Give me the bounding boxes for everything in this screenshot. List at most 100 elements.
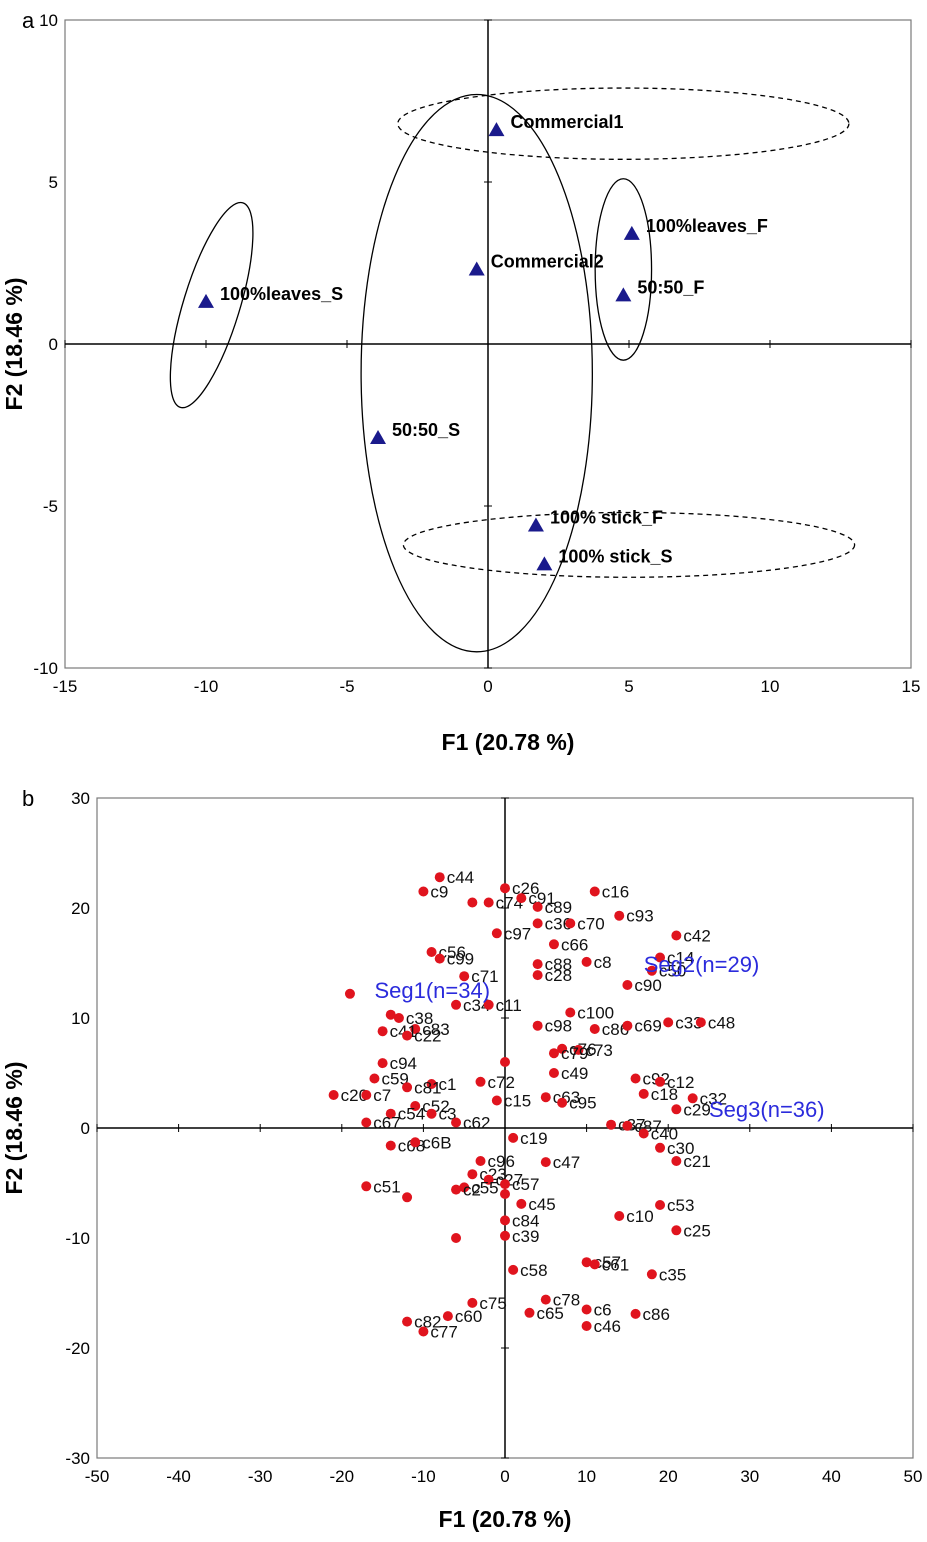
point-marker: [615, 287, 632, 302]
point-marker: [402, 1316, 413, 1327]
point-label: c84: [512, 1211, 539, 1230]
point-label: c38: [406, 1009, 433, 1028]
point-label: 50:50_S: [392, 420, 460, 440]
point-marker: [500, 1215, 510, 1226]
point-label: c83: [422, 1020, 449, 1039]
point-marker: [491, 1095, 502, 1106]
point-marker: [361, 1181, 372, 1192]
point-marker: [410, 1137, 421, 1148]
point-label: c19: [520, 1129, 547, 1148]
point-label: c57: [594, 1253, 621, 1272]
point-marker: [671, 1156, 682, 1166]
point-label: c14: [667, 949, 694, 968]
x-axis-title: F1 (20.78 %): [439, 1506, 572, 1532]
point-marker: [434, 872, 445, 883]
y-tick-label: 5: [49, 173, 58, 192]
point-marker: [581, 1304, 592, 1315]
point-label: c94: [390, 1054, 417, 1073]
point-marker: [483, 1174, 494, 1185]
y-tick-label: 30: [71, 789, 90, 808]
point-label: c88: [545, 955, 572, 974]
point-marker: [442, 1311, 453, 1322]
point-marker: [646, 1269, 657, 1280]
point-marker: [500, 1189, 510, 1199]
point-marker: [361, 1117, 372, 1128]
point-marker: [557, 1043, 568, 1054]
point-label: c15: [504, 1092, 531, 1111]
segment-label: Seg1(n=34): [374, 978, 490, 1003]
point-marker: [623, 225, 640, 240]
x-tick-label: 30: [740, 1467, 759, 1486]
x-tick-label: 0: [483, 677, 492, 696]
grouping-ellipse: [594, 178, 653, 361]
point-label: c53: [667, 1196, 694, 1215]
x-tick-label: 5: [624, 677, 633, 696]
point-marker: [687, 1093, 698, 1104]
point-marker: [370, 429, 387, 444]
point-label: 100%leaves_S: [220, 284, 343, 304]
point-marker: [655, 952, 666, 963]
x-tick-label: -10: [194, 677, 219, 696]
point-marker: [655, 1142, 666, 1153]
point-marker: [451, 1233, 462, 1243]
point-label: c6B: [422, 1133, 451, 1152]
x-tick-label: 10: [761, 677, 780, 696]
point-label: c77: [430, 1323, 457, 1342]
point-label: c86: [602, 1020, 629, 1039]
point-marker: [671, 1225, 682, 1236]
point-marker: [655, 1200, 666, 1210]
point-marker: [385, 1140, 396, 1151]
panel-label: b: [22, 786, 34, 811]
point-marker: [606, 1119, 617, 1130]
point-marker: [369, 1073, 380, 1084]
x-tick-label: -15: [53, 677, 78, 696]
point-label: c22: [414, 1027, 441, 1046]
x-tick-label: 20: [659, 1467, 678, 1486]
y-axis-title: F2 (18.46 %): [1, 1062, 27, 1195]
point-marker: [410, 1024, 421, 1034]
point-label: c82: [414, 1313, 441, 1332]
point-label: c78: [553, 1291, 580, 1310]
point-label: c46: [594, 1317, 621, 1336]
point-label: c71: [471, 967, 498, 986]
point-marker: [516, 1198, 527, 1209]
point-marker: [614, 1211, 625, 1221]
point-label: c28: [545, 966, 572, 985]
x-tick-label: -30: [248, 1467, 273, 1486]
point-label: c70: [577, 914, 604, 933]
point-marker: [622, 980, 633, 990]
point-label: c34: [463, 996, 490, 1015]
point-label: c75: [479, 1294, 506, 1313]
point-marker: [361, 1090, 372, 1100]
y-tick-label: 10: [71, 1009, 90, 1028]
point-label: c12: [667, 1073, 694, 1092]
point-label: c40: [651, 1125, 678, 1144]
x-tick-label: 40: [822, 1467, 841, 1486]
x-tick-label: -5: [339, 677, 354, 696]
point-marker: [663, 1017, 674, 1028]
point-label: c60: [455, 1307, 482, 1326]
segment-label: Seg3(n=36): [709, 1097, 825, 1122]
point-marker: [418, 886, 429, 897]
point-label: Commercial2: [491, 251, 604, 271]
point-label: 100%leaves_F: [646, 216, 768, 236]
point-marker: [426, 947, 437, 957]
point-marker: [646, 965, 657, 976]
point-marker: [426, 1108, 437, 1119]
point-label: c33: [675, 1013, 702, 1032]
y-tick-label: -20: [65, 1339, 90, 1358]
point-label: c89: [545, 898, 572, 917]
point-marker: [565, 1007, 576, 1018]
grouping-ellipse: [360, 93, 593, 653]
point-marker: [402, 1192, 413, 1203]
point-marker: [475, 1156, 486, 1166]
point-label: c36: [545, 914, 572, 933]
point-label: c50: [659, 962, 686, 981]
point-marker: [581, 1321, 592, 1331]
point-label: c62: [463, 1114, 490, 1133]
x-tick-label: -10: [411, 1467, 436, 1486]
point-label: c81: [414, 1078, 441, 1097]
point-label: c95: [569, 1094, 596, 1113]
